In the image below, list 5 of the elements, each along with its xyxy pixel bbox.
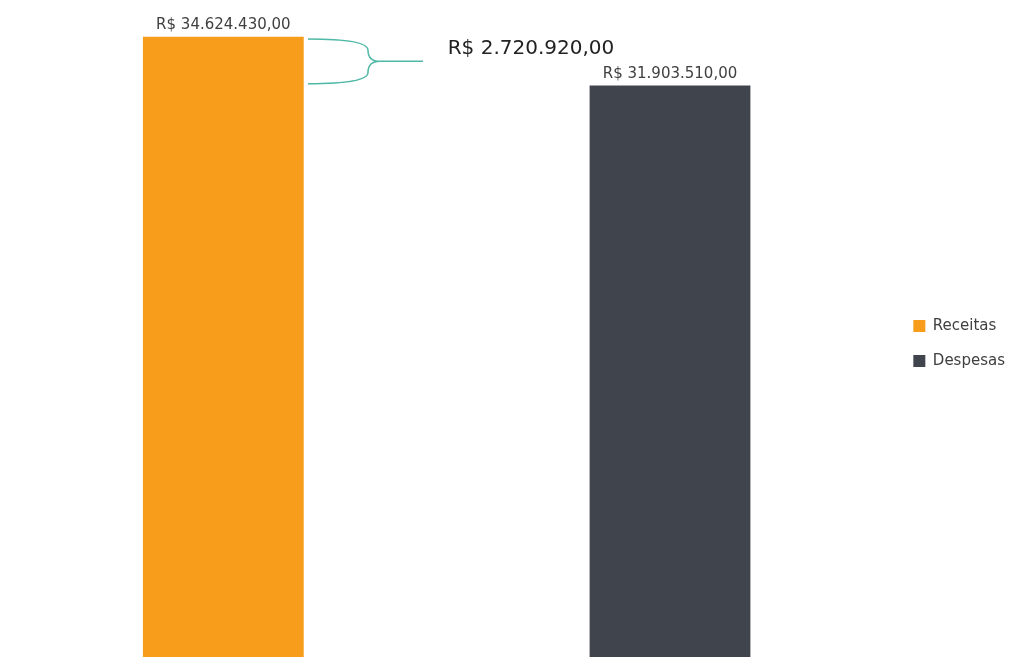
legend-label: Despesas bbox=[932, 350, 1006, 369]
data-label: R$ 34.624.430,00 bbox=[156, 15, 291, 34]
data-label: R$ 31.903.510,00 bbox=[602, 63, 738, 82]
legend-label: Receitas bbox=[932, 315, 997, 334]
annotation: R$ 2.720.920,00 bbox=[447, 35, 615, 60]
